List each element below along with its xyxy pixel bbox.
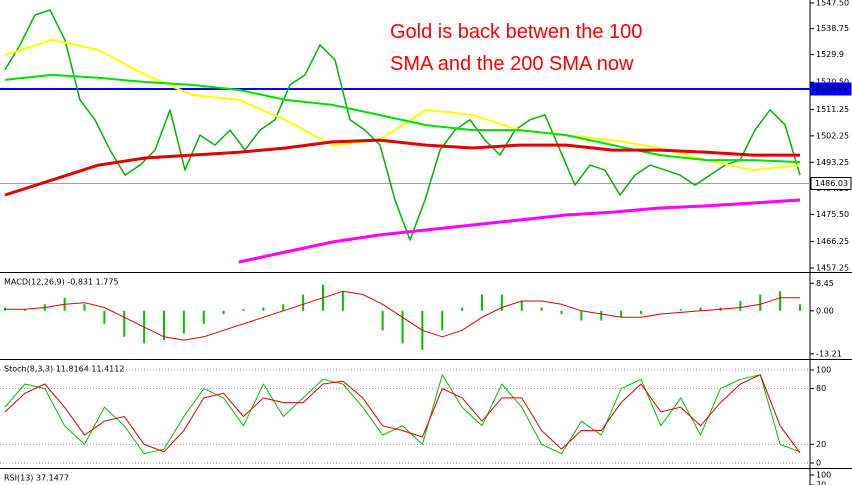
- level-label-box: [810, 176, 852, 190]
- histogram-bar: [779, 291, 782, 311]
- histogram-bar: [759, 294, 762, 311]
- histogram-bar: [202, 310, 205, 324]
- series-line: [4, 73, 801, 164]
- y-tick-label: 1475.50: [816, 210, 849, 219]
- series-line: [4, 374, 801, 454]
- y-tick-label: 0.00: [816, 306, 834, 315]
- histogram-bar: [520, 301, 523, 311]
- level-label: 1518.21: [815, 84, 848, 93]
- price-labels: 1547.50 1538.75 1529.9 1520.50 1511.25 1502.2…: [810, 0, 852, 485]
- histogram-bar: [461, 307, 464, 311]
- histogram-bar: [163, 310, 165, 341]
- histogram-bar: [640, 310, 642, 315]
- y-tick-label: 1538.75: [816, 24, 849, 33]
- series-line: [4, 374, 801, 455]
- histogram-bar: [23, 309, 26, 311]
- y-tick-label: 1529.9: [816, 50, 844, 59]
- y-tick-label: 1520.50: [816, 78, 849, 87]
- y-tick-label: 0: [816, 459, 821, 468]
- histogram-bar: [580, 310, 583, 321]
- histogram-bar: [540, 307, 543, 311]
- histogram-bar: [123, 310, 126, 337]
- y-tick-label: 1502.25: [816, 131, 849, 140]
- histogram-bar: [83, 304, 86, 311]
- y-tick-label: 1547.50: [816, 0, 849, 7]
- y-tick-label: 80: [816, 384, 826, 393]
- series-line: [4, 138, 800, 197]
- y-tick-label: 100: [816, 471, 831, 480]
- y-tick-label: 1511.25: [816, 105, 849, 114]
- histogram-bar: [560, 310, 563, 315]
- level-label: 1486.03: [815, 179, 848, 188]
- histogram-bar: [739, 301, 742, 311]
- series-line: [238, 198, 801, 264]
- y-tick-label: 100: [816, 366, 831, 375]
- histogram-bar: [242, 309, 245, 311]
- panel-title: RSI(13) 37.1477: [4, 474, 69, 483]
- histogram-bar: [500, 294, 503, 311]
- histogram-bar: [799, 304, 801, 311]
- histogram-bar: [262, 307, 265, 311]
- histogram-bar: [302, 294, 305, 311]
- histogram-bar: [182, 310, 185, 334]
- histogram-bar: [222, 310, 225, 315]
- histogram-bar: [103, 310, 106, 324]
- y-tick-label: -13.21: [816, 349, 842, 358]
- y-tick-label: 8.45: [816, 279, 834, 288]
- panel-title: MACD(12,26,9) -0.831 1.775: [4, 278, 119, 287]
- histogram-bar: [699, 307, 702, 311]
- histogram-bar: [441, 310, 444, 331]
- level-label-box: [810, 82, 852, 96]
- histogram-bar: [620, 310, 623, 318]
- annotation: SMA and the 200 SMA now: [390, 53, 634, 75]
- histogram-bar: [600, 310, 603, 321]
- y-tick-label: 1466.25: [816, 237, 849, 246]
- annotation: Gold is back betwen the 100: [390, 21, 642, 43]
- y-tick-label: 70: [816, 481, 826, 485]
- histogram-bar: [679, 309, 682, 311]
- series-line: [5, 290, 800, 341]
- y-tick-label: 1457.25: [816, 264, 849, 273]
- panel-title: Stoch(8,3,3) 11.8164 11.4112: [4, 365, 124, 374]
- histogram-bar: [381, 310, 384, 331]
- histogram-bar: [282, 304, 285, 311]
- histogram-bar: [401, 310, 404, 344]
- histogram-bar: [341, 291, 344, 311]
- y-tick-label: 1493.25: [816, 158, 849, 167]
- series-line: [4, 9, 801, 241]
- y-tick-label: 20: [816, 440, 826, 449]
- histogram-bar: [481, 294, 483, 311]
